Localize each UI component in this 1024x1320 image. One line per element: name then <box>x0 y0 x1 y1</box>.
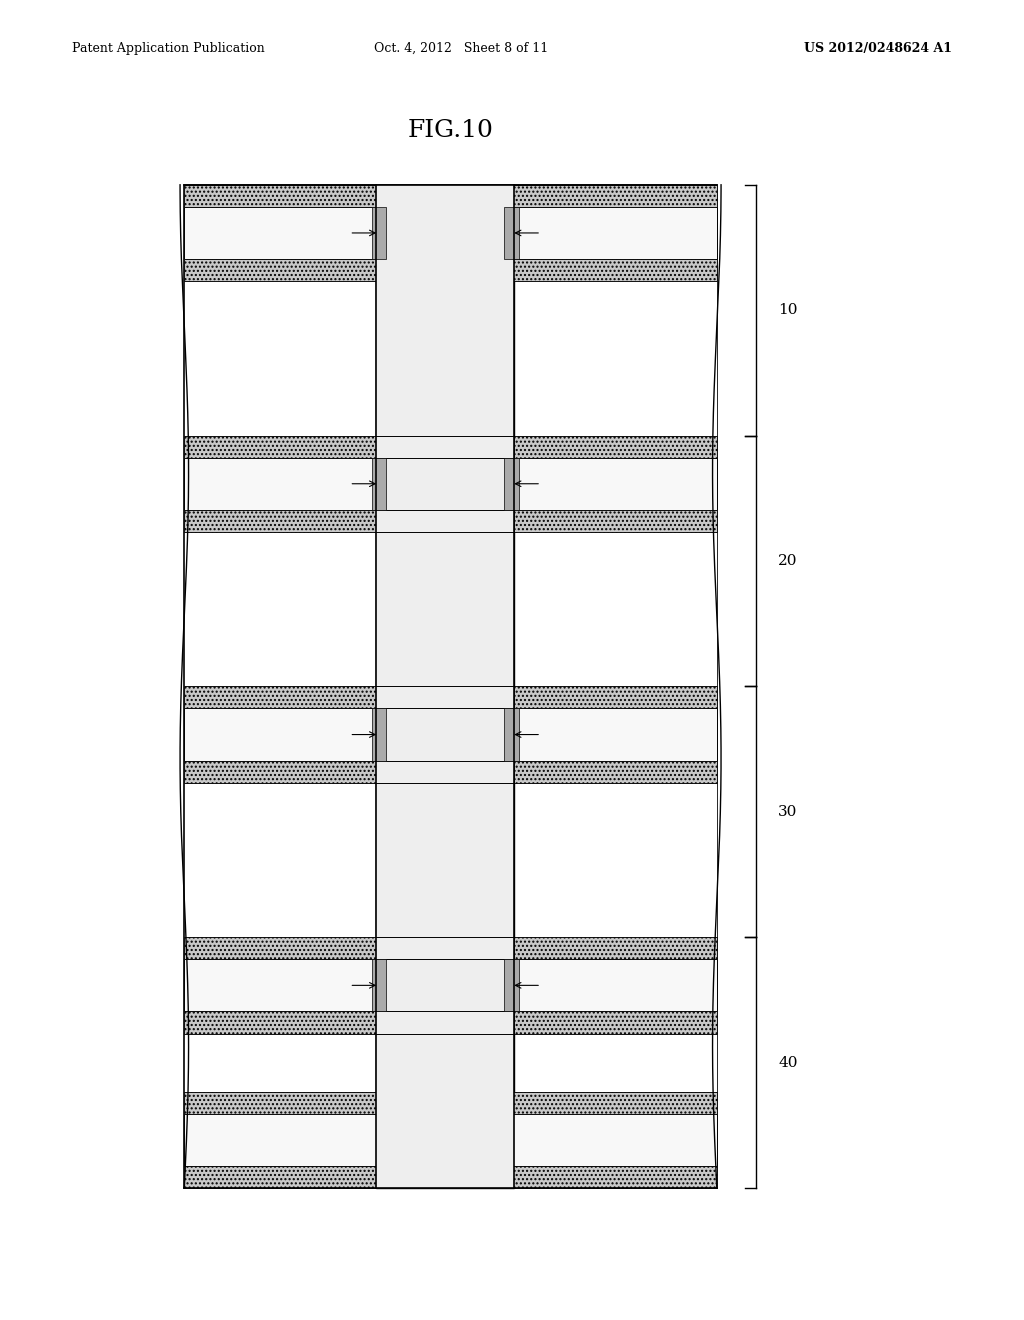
Polygon shape <box>514 1011 717 1034</box>
Polygon shape <box>184 937 376 960</box>
Polygon shape <box>514 532 717 686</box>
Polygon shape <box>184 259 717 281</box>
Polygon shape <box>184 1092 717 1114</box>
Polygon shape <box>514 436 717 458</box>
Polygon shape <box>376 185 514 1188</box>
Polygon shape <box>184 1011 376 1034</box>
Polygon shape <box>514 281 717 436</box>
Polygon shape <box>184 458 376 510</box>
Polygon shape <box>184 1166 717 1188</box>
Polygon shape <box>514 510 717 532</box>
Polygon shape <box>514 760 717 783</box>
Polygon shape <box>184 960 376 1011</box>
Polygon shape <box>514 1034 717 1092</box>
Polygon shape <box>372 960 386 1011</box>
Text: 20: 20 <box>778 554 798 568</box>
Text: 30: 30 <box>778 805 798 818</box>
Polygon shape <box>376 185 514 1188</box>
Polygon shape <box>184 185 717 207</box>
Text: Oct. 4, 2012   Sheet 8 of 11: Oct. 4, 2012 Sheet 8 of 11 <box>374 42 548 55</box>
Text: 10: 10 <box>778 304 798 317</box>
Polygon shape <box>184 510 376 532</box>
Polygon shape <box>514 937 717 960</box>
Polygon shape <box>184 686 376 709</box>
Polygon shape <box>184 436 376 458</box>
Polygon shape <box>184 207 717 259</box>
Polygon shape <box>184 1114 717 1166</box>
Polygon shape <box>184 281 376 436</box>
Polygon shape <box>504 709 519 760</box>
Polygon shape <box>184 1034 376 1092</box>
Polygon shape <box>372 458 386 510</box>
Polygon shape <box>504 207 519 259</box>
Text: Patent Application Publication: Patent Application Publication <box>72 42 264 55</box>
Polygon shape <box>184 783 376 937</box>
Text: FIG.10: FIG.10 <box>408 119 494 141</box>
Polygon shape <box>184 709 376 760</box>
Polygon shape <box>504 960 519 1011</box>
Polygon shape <box>514 709 717 760</box>
Polygon shape <box>514 686 717 709</box>
Text: US 2012/0248624 A1: US 2012/0248624 A1 <box>804 42 952 55</box>
Polygon shape <box>514 783 717 937</box>
Polygon shape <box>514 960 717 1011</box>
Polygon shape <box>184 760 376 783</box>
Polygon shape <box>184 185 717 1188</box>
Text: 40: 40 <box>778 1056 798 1069</box>
Polygon shape <box>514 458 717 510</box>
Polygon shape <box>504 458 519 510</box>
Polygon shape <box>184 532 376 686</box>
Polygon shape <box>372 207 386 259</box>
Polygon shape <box>372 709 386 760</box>
